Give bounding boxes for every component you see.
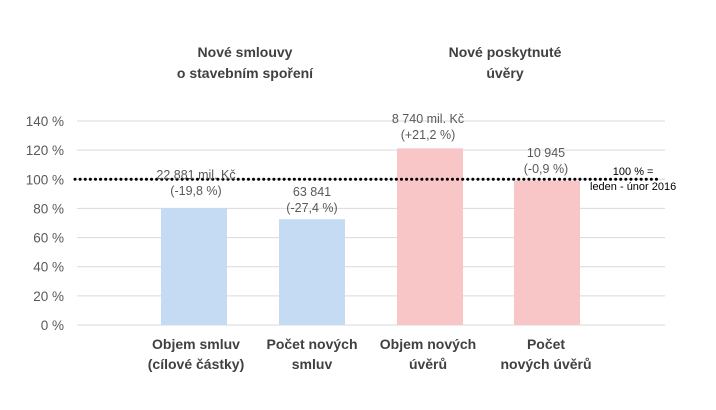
group-title-line: úvěry — [486, 65, 524, 81]
category-label: Objem smluv (cílové částky) — [131, 334, 261, 374]
category-label-line: Objem nových — [379, 336, 477, 352]
category-label-line: smluv — [291, 356, 333, 372]
category-label: Počet nových úvěrů — [481, 334, 611, 374]
bar — [161, 208, 227, 325]
bar — [514, 180, 580, 325]
category-label: Počet nových smluv — [247, 334, 377, 374]
group-title-line: Nové poskytnuté — [448, 44, 562, 60]
y-tick-label: 80 % — [33, 201, 64, 216]
group-title-loans: Nové poskytnuté úvěry — [415, 42, 595, 84]
data-label-line: 10 945 — [526, 146, 566, 160]
data-label-line: 22 881 mil. Kč — [156, 168, 236, 182]
reference-label-line: leden - únor 2016 — [590, 181, 677, 193]
y-tick-label: 140 % — [26, 114, 64, 129]
category-label-line: Počet nových — [266, 336, 358, 352]
reference-label-line: 100 % = — [612, 166, 654, 178]
category-label-line: Objem smluv — [152, 336, 240, 352]
data-label: 8 740 mil. Kč (+21,2 %) — [358, 111, 498, 143]
data-label-line: 63 841 — [292, 185, 332, 199]
data-label: 10 945 (-0,9 %) — [476, 145, 616, 177]
category-label-line: Počet — [526, 336, 566, 352]
reference-line-label: 100 % = leden - únor 2016 — [590, 165, 676, 195]
data-label-line: (-19,8 %) — [170, 184, 222, 198]
category-label-line: úvěrů — [408, 356, 448, 372]
group-title-line: o stavebním spoření — [176, 65, 314, 81]
y-tick-label: 40 % — [33, 260, 64, 275]
data-label: 22 881 mil. Kč (-19,8 %) — [126, 167, 266, 199]
bar — [397, 148, 463, 325]
data-label-line: (-27,4 %) — [286, 201, 338, 215]
category-label: Objem nových úvěrů — [363, 334, 493, 374]
data-label-line: (+21,2 %) — [400, 128, 456, 142]
y-tick-label: 100 % — [26, 172, 64, 187]
group-title-contracts: Nové smlouvy o stavebním spoření — [155, 42, 335, 84]
group-title-line: Nové smlouvy — [197, 44, 293, 60]
data-label: 63 841 (-27,4 %) — [242, 184, 382, 216]
category-label-line: (cílové částky) — [147, 356, 245, 372]
y-tick-label: 120 % — [26, 143, 64, 158]
y-tick-label: 20 % — [33, 289, 64, 304]
bar — [279, 219, 345, 325]
y-tick-label: 60 % — [33, 231, 64, 246]
data-label-line: 8 740 mil. Kč — [391, 112, 465, 126]
data-label-line: (-0,9 %) — [523, 162, 569, 176]
y-tick-label: 0 % — [41, 318, 64, 333]
y-axis: 0 % 20 % 40 % 60 % 80 % 100 % 120 % 140 % — [26, 114, 64, 333]
category-label-line: nových úvěrů — [500, 356, 592, 372]
bars — [161, 148, 580, 325]
